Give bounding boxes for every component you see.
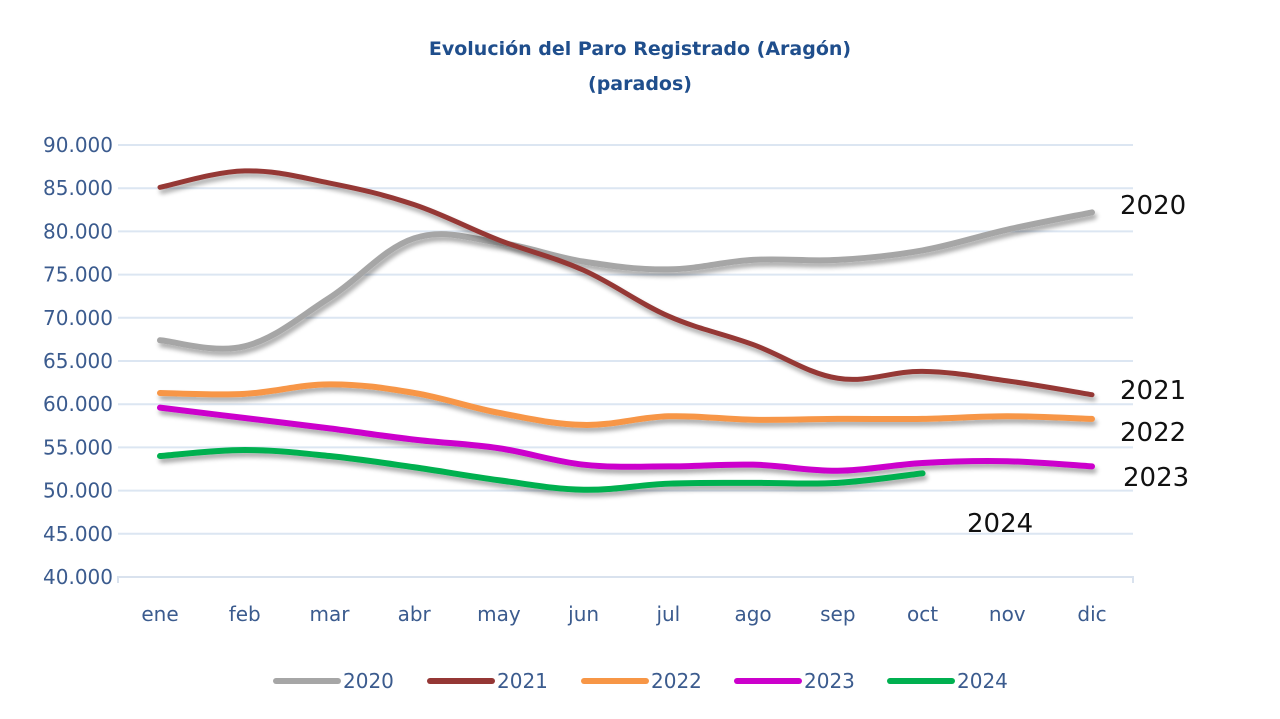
gridlines xyxy=(118,144,1133,535)
y-tick-label: 60.000 xyxy=(43,392,113,416)
end-labels: 2020 2021 2022 2023 2024 xyxy=(967,191,1189,539)
end-label-2020: 2020 xyxy=(1120,191,1186,221)
y-tick-label: 55.000 xyxy=(43,435,113,459)
x-tick-label: ene xyxy=(141,602,178,626)
series-line-2022 xyxy=(157,381,1095,428)
end-label-2022: 2022 xyxy=(1120,418,1186,448)
x-tick-label: nov xyxy=(989,602,1026,626)
end-label-2021: 2021 xyxy=(1120,376,1186,406)
x-tick-label: jul xyxy=(655,602,680,626)
legend-label-2021: 2021 xyxy=(497,669,548,693)
series-line-2021 xyxy=(157,168,1095,398)
x-tick-label: ago xyxy=(734,602,771,626)
x-tick-label: feb xyxy=(229,602,261,626)
y-tick-label: 85.000 xyxy=(43,176,113,200)
end-label-2023: 2023 xyxy=(1123,463,1189,493)
series-line-2024 xyxy=(157,446,926,493)
end-label-2024: 2024 xyxy=(967,509,1033,539)
chart-title: Evolución del Paro Registrado (Aragón) xyxy=(429,38,851,60)
x-tick-label: mar xyxy=(309,602,350,626)
chart-subtitle: (parados) xyxy=(588,73,692,95)
y-tick-label: 90.000 xyxy=(43,133,113,157)
x-axis-line xyxy=(117,576,1134,583)
legend-label-2020: 2020 xyxy=(343,669,394,693)
x-tick-label: oct xyxy=(907,602,938,626)
x-tick-label: jun xyxy=(567,602,599,626)
x-axis: ene feb mar abr may jun jul ago sep oct nov dic xyxy=(117,576,1134,626)
series-lines xyxy=(157,168,1095,493)
legend-label-2023: 2023 xyxy=(804,669,855,693)
y-tick-label: 70.000 xyxy=(43,306,113,330)
x-tick-label: sep xyxy=(820,602,855,626)
series-line-2023 xyxy=(157,404,1095,474)
y-tick-label: 75.000 xyxy=(43,263,113,287)
legend: 2020 2021 2022 2023 2024 xyxy=(273,669,1008,693)
y-axis: 90.000 85.000 80.000 75.000 70.000 65.000 60.0… xyxy=(43,133,113,589)
y-tick-label: 45.000 xyxy=(43,522,113,546)
legend-label-2024: 2024 xyxy=(957,669,1008,693)
x-tick-label: abr xyxy=(398,602,432,626)
y-tick-label: 80.000 xyxy=(43,219,113,243)
y-tick-label: 50.000 xyxy=(43,479,113,503)
y-tick-label: 65.000 xyxy=(43,349,113,373)
x-tick-label: may xyxy=(477,602,521,626)
legend-label-2022: 2022 xyxy=(651,669,702,693)
y-tick-label: 40.000 xyxy=(43,565,113,589)
x-tick-label: dic xyxy=(1077,602,1106,626)
series-line-2020 xyxy=(157,209,1095,352)
